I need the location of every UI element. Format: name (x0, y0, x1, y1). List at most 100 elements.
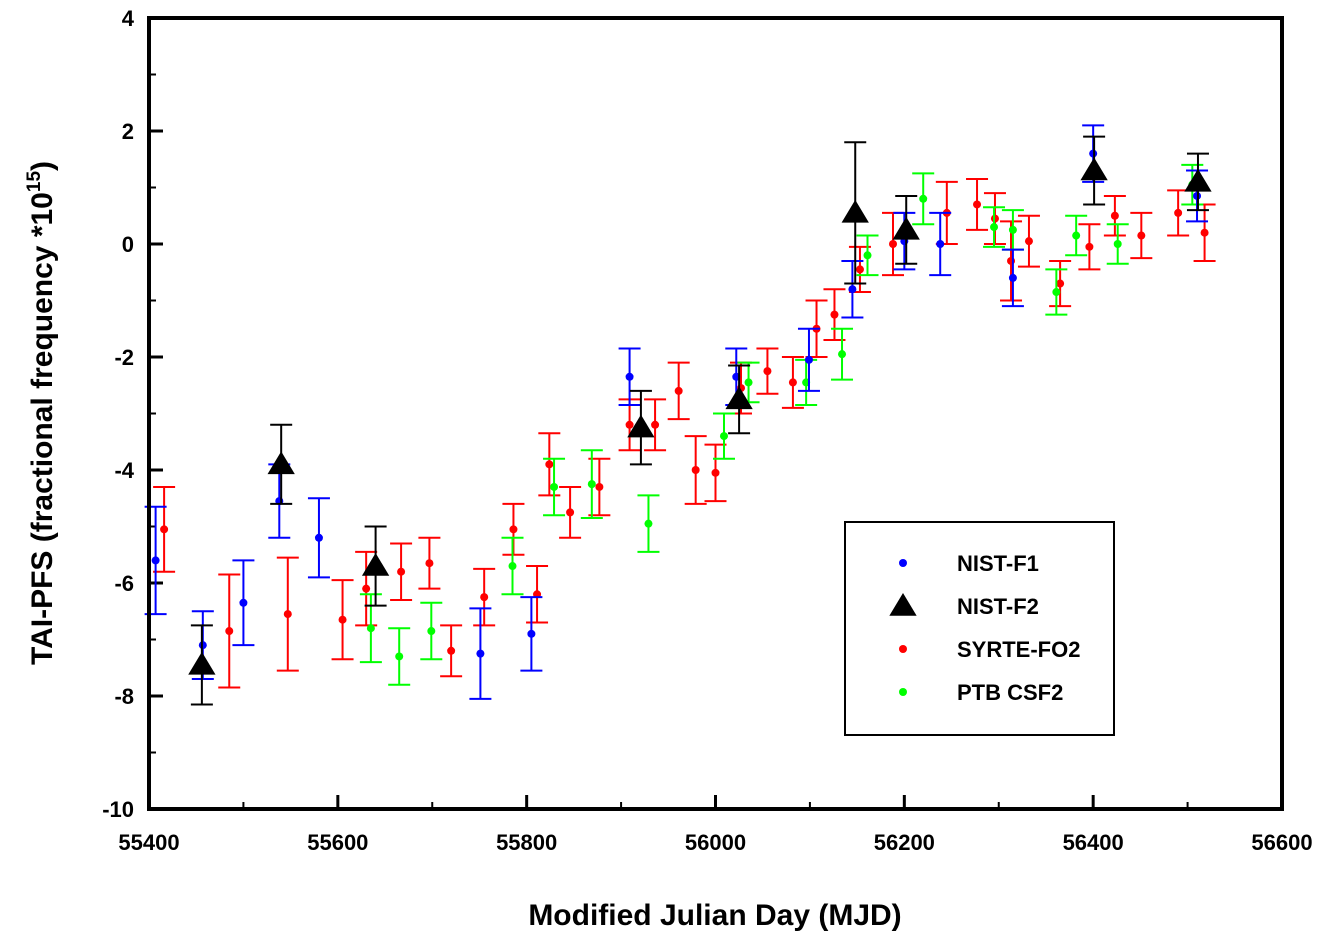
x-tick-label: 56200 (874, 830, 935, 855)
y-tick-label: 2 (122, 119, 134, 144)
legend-box (844, 521, 1115, 736)
legend-label-ptb-csf2: PTB CSF2 (957, 680, 1063, 705)
syrte-fo2-point (691, 466, 700, 474)
x-tick-label: 56600 (1251, 830, 1312, 855)
legend-label-syrte-fo2: SYRTE-FO2 (957, 637, 1080, 662)
nist-f1-point (625, 372, 634, 381)
syrte-fo2-point (566, 508, 575, 517)
ptb-csf2-point (863, 251, 872, 260)
nist-f1-point (1008, 273, 1017, 282)
plot-area (144, 124, 1216, 706)
syrte-fo2-point (545, 460, 554, 469)
syrte-fo2-point (651, 420, 660, 429)
syrte-fo2-point (788, 378, 797, 387)
nist-f1-point (527, 629, 536, 638)
y-axis-title-main: TAI-PFS (fractional frequency *10 (26, 192, 59, 665)
ptb-csf2-point (508, 562, 517, 571)
legend-marker-nist-f1 (899, 559, 907, 567)
x-tick-label: 56400 (1063, 830, 1124, 855)
nist-f2-point (892, 216, 920, 240)
nist-f2-point (361, 553, 390, 576)
x-tick-label: 55800 (496, 830, 557, 855)
nist-f2-point (188, 651, 216, 675)
syrte-fo2-point (338, 615, 347, 624)
syrte-fo2-point (855, 265, 864, 274)
syrte-fo2-point (509, 525, 518, 534)
ptb-csf2-point (838, 350, 847, 359)
legend-marker-syrte-fo2 (899, 645, 907, 653)
y-axis-title-exponent: 15 (24, 171, 45, 193)
nist-f1-point (804, 355, 813, 364)
syrte-fo2-point (283, 610, 292, 619)
y-axis-title: TAI-PFS (fractional frequency *1015) (24, 161, 59, 665)
nist-f2-point (1184, 168, 1212, 192)
ptb-csf2-point (644, 519, 653, 528)
y-tick-label: -8 (114, 684, 134, 709)
syrte-fo2-point (480, 593, 489, 602)
syrte-fo2-point (1137, 231, 1146, 240)
syrte-fo2-point (763, 367, 772, 376)
ptb-csf2-point (1113, 240, 1122, 248)
ptb-csf2-point (550, 482, 559, 491)
ptb-csf2-point (744, 378, 753, 387)
y-tick-label: -2 (114, 345, 134, 370)
ptb-csf2-point (587, 480, 596, 489)
ptb-csf2-point (990, 223, 999, 232)
syrte-fo2-point (595, 482, 604, 491)
nist-f2-point (627, 414, 655, 438)
nist-f2-point (1080, 157, 1108, 181)
legend: NIST-F1 NIST-F2 SYRTE-FO2 PTB CSF2 (844, 521, 1115, 736)
plot-frame (147, 16, 1284, 811)
syrte-fo2-point (973, 200, 982, 209)
y-tick-label: -4 (114, 458, 134, 483)
syrte-fo2-point (1085, 242, 1094, 251)
nist-f1-point (151, 556, 160, 565)
syrte-fo2-point (425, 559, 434, 568)
nist-f2-point (725, 386, 753, 410)
syrte-fo2-point (447, 646, 456, 655)
x-tick-label: 56000 (685, 830, 746, 855)
nist-f2-point (841, 199, 869, 223)
syrte-fo2-point (1056, 279, 1065, 288)
syrte-fo2-point (225, 627, 234, 636)
ptb-csf2-point (427, 627, 436, 636)
syrte-fo2-point (889, 240, 898, 248)
y-tick-label: 4 (122, 6, 135, 31)
legend-label-nist-f2: NIST-F2 (957, 594, 1039, 619)
ptb-csf2-point (1008, 225, 1017, 234)
y-tick-label: 0 (122, 232, 134, 257)
nist-f1-point (848, 285, 857, 294)
ptb-csf2-point (719, 432, 728, 441)
syrte-fo2-point (830, 310, 839, 319)
syrte-fo2-point (711, 468, 720, 477)
ptb-csf2-point (1052, 288, 1061, 297)
ptb-csf2-point (395, 652, 404, 661)
y-tick-label: -10 (102, 797, 134, 822)
syrte-fo2-point (397, 567, 406, 576)
nist-f1-point (314, 533, 323, 542)
y-tick-label: -6 (114, 571, 134, 596)
nist-f2-point (267, 451, 295, 475)
x-tick-label: 55400 (118, 830, 179, 855)
legend-label-nist-f1: NIST-F1 (957, 551, 1039, 576)
legend-marker-ptb-csf2 (899, 688, 907, 696)
nist-f1-point (239, 598, 248, 607)
axis-ticks: 55400 55600 55800 56000 56200 56400 56600 -10 -8… (102, 6, 1312, 855)
ptb-csf2-point (1072, 231, 1081, 240)
legend-marker-nist-f2 (889, 593, 917, 616)
nist-f1-point (936, 240, 945, 248)
y-axis-title-suffix: ) (26, 161, 59, 171)
syrte-fo2-point (674, 386, 683, 395)
syrte-fo2-point (1110, 211, 1119, 220)
syrte-fo2-point (160, 525, 169, 534)
syrte-fo2-point (1174, 208, 1183, 217)
x-axis-title: Modified Julian Day (MJD) (528, 899, 901, 932)
syrte-fo2-point (1024, 237, 1033, 246)
x-tick-label: 55600 (307, 830, 368, 855)
ptb-csf2-point (366, 624, 375, 633)
syrte-fo2-point (362, 584, 371, 593)
syrte-fo2-point (625, 420, 634, 429)
syrte-fo2-point (1200, 228, 1209, 237)
